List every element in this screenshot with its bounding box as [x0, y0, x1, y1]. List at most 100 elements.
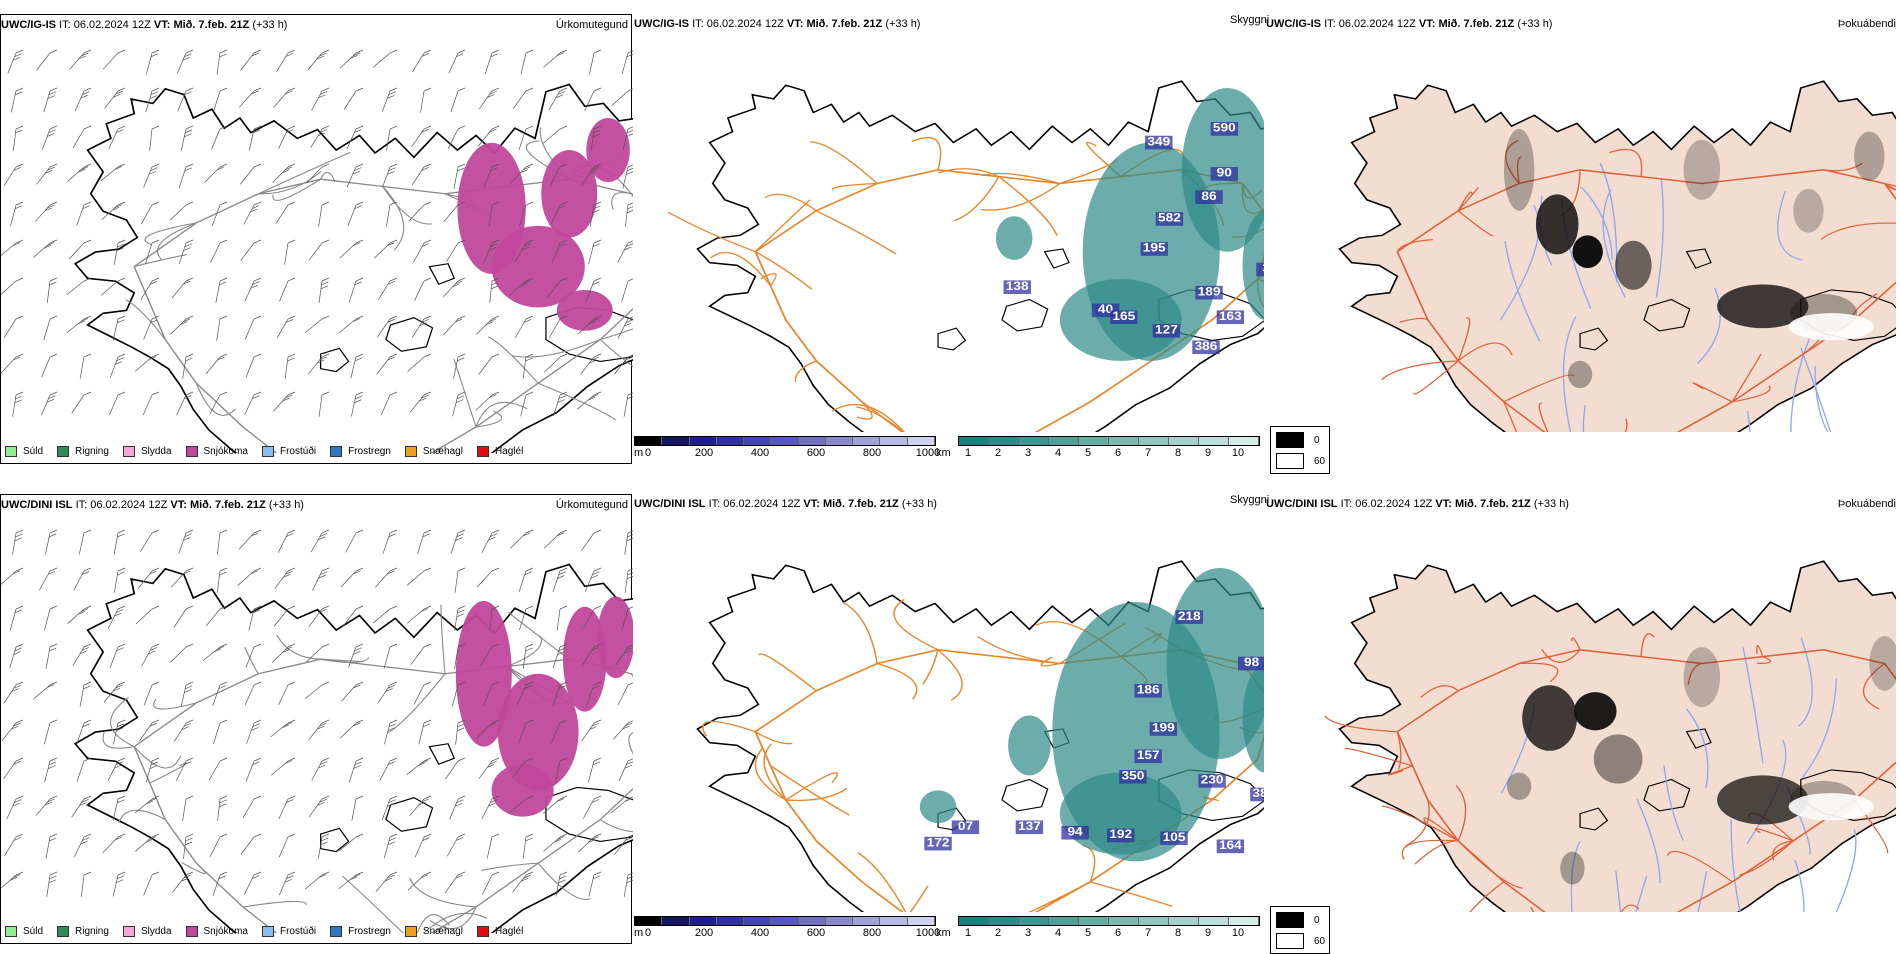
visibility-value-label: 165 — [1112, 309, 1135, 323]
wind-barb-feather — [525, 353, 534, 358]
wind-barb-feather — [488, 802, 496, 807]
wind-barb-feather — [151, 125, 160, 130]
wind-barb-feather — [423, 277, 432, 282]
wind-barb-feather — [352, 874, 361, 878]
wind-barb-feather — [319, 129, 328, 133]
wind-barb-feather — [15, 129, 23, 134]
wind-barb-feather — [353, 651, 361, 655]
visibility-value-label: 218 — [1178, 608, 1201, 622]
wind-barb-feather — [116, 609, 124, 613]
wind-barb-feather — [185, 833, 194, 838]
fog-legend: 0 60 — [1270, 906, 1330, 954]
wind-barb-feather — [389, 201, 398, 206]
wind-barb-feather — [47, 95, 55, 99]
wind-barb-feather — [491, 281, 499, 286]
wind-barb-feather — [491, 49, 500, 54]
visibility-value-label: 157 — [1137, 748, 1160, 762]
precip-legend-item: Snæhagl — [404, 926, 463, 937]
wind-barb-feather — [285, 646, 293, 651]
wind-barb-feather — [555, 94, 564, 99]
wind-barb-feather — [181, 726, 189, 731]
wind-barb-feather — [389, 605, 398, 610]
colorbar-step — [853, 437, 881, 445]
wind-barb-feather — [524, 571, 532, 576]
wind-barb-feather — [14, 799, 22, 803]
river — [1835, 829, 1857, 912]
map-canvas — [1, 49, 633, 453]
wind-barb — [66, 280, 85, 296]
wind-barb-feather — [355, 795, 364, 800]
wind-barb-feather — [559, 87, 568, 92]
wind-barb-feather — [455, 837, 464, 841]
wind-barb-feather — [559, 353, 568, 358]
wind-barb-feather — [112, 687, 121, 692]
wind-barb-feather — [49, 681, 58, 686]
legend-swatch — [185, 446, 198, 457]
wind-barb-feather — [627, 720, 633, 724]
wind-barb-feather — [151, 719, 160, 724]
wind-barb — [74, 90, 85, 112]
wind-barb — [240, 242, 255, 261]
wind-barb-feather — [219, 643, 228, 648]
wind-barb-feather — [219, 803, 227, 808]
wind-barbs — [1, 529, 633, 897]
wind-barb — [74, 836, 85, 857]
valid-time: Mið. 7.feb. 21Z — [173, 19, 250, 31]
wind-barb-feather — [12, 57, 21, 61]
wind-barb-feather — [593, 129, 601, 134]
road — [1516, 156, 1522, 184]
colorbar-tick: 6 — [1114, 447, 1122, 459]
wind-barb-feather — [490, 167, 498, 171]
wind-barb — [420, 90, 425, 113]
wind-barb — [3, 166, 17, 186]
panel-title-visibility: Skyggni — [1230, 494, 1270, 506]
wind-barb — [617, 684, 629, 705]
wind-barb-feather — [45, 169, 53, 174]
wind-barb-feather — [213, 648, 221, 653]
iceland-map — [1338, 80, 1896, 432]
wind-barb-feather — [287, 49, 296, 54]
road — [1732, 385, 1771, 403]
wind-barb-feather — [491, 285, 499, 290]
wind-barb-feather — [591, 799, 600, 803]
wind-barb — [304, 318, 323, 334]
road — [1457, 210, 1494, 237]
wind-barb — [142, 394, 153, 416]
wind-barb-feather — [180, 877, 189, 882]
road — [982, 172, 1061, 185]
iceland-map — [1324, 560, 1896, 912]
init-label: IT: — [708, 498, 721, 510]
wind-barb-feather — [116, 879, 124, 884]
wind-barb-feather — [355, 391, 364, 396]
road — [512, 339, 601, 358]
wind-barb-feather — [287, 353, 296, 358]
wind-barb — [556, 608, 561, 631]
precip-legend: Súld Rigning Slydda Snjókoma Frostúði Frostre… — [5, 446, 537, 457]
wind-barb-feather — [149, 722, 157, 727]
wind-barb-feather — [423, 605, 432, 610]
wind-barb-feather — [49, 163, 58, 168]
wind-barb-feather — [320, 841, 328, 846]
colorbar-step — [771, 917, 799, 925]
river — [1801, 678, 1838, 778]
wind-barb-feather — [525, 357, 533, 362]
wind-barb — [71, 394, 85, 414]
wind-barb-feather — [148, 650, 156, 655]
wind-barb-feather — [423, 315, 432, 320]
init-time: 06.02.2024 12Z — [723, 498, 801, 510]
wind-barb-feather — [185, 315, 194, 320]
ring-road — [754, 648, 1264, 912]
road — [977, 635, 1060, 665]
wind-barb-feather — [593, 795, 602, 800]
map-canvas — [1, 529, 633, 933]
road — [157, 222, 197, 261]
init-time: 06.02.2024 12Z — [1355, 498, 1433, 510]
wind-barb-feather — [80, 608, 89, 612]
wind-barb-feather — [525, 391, 534, 396]
wind-barb-feather — [287, 87, 296, 92]
wind-barb-feather — [184, 685, 193, 690]
wind-barb-feather — [491, 163, 500, 168]
wind-barb-feather — [185, 129, 193, 134]
wind-barb-feather — [219, 277, 228, 282]
wind-barb-feather — [114, 204, 123, 208]
